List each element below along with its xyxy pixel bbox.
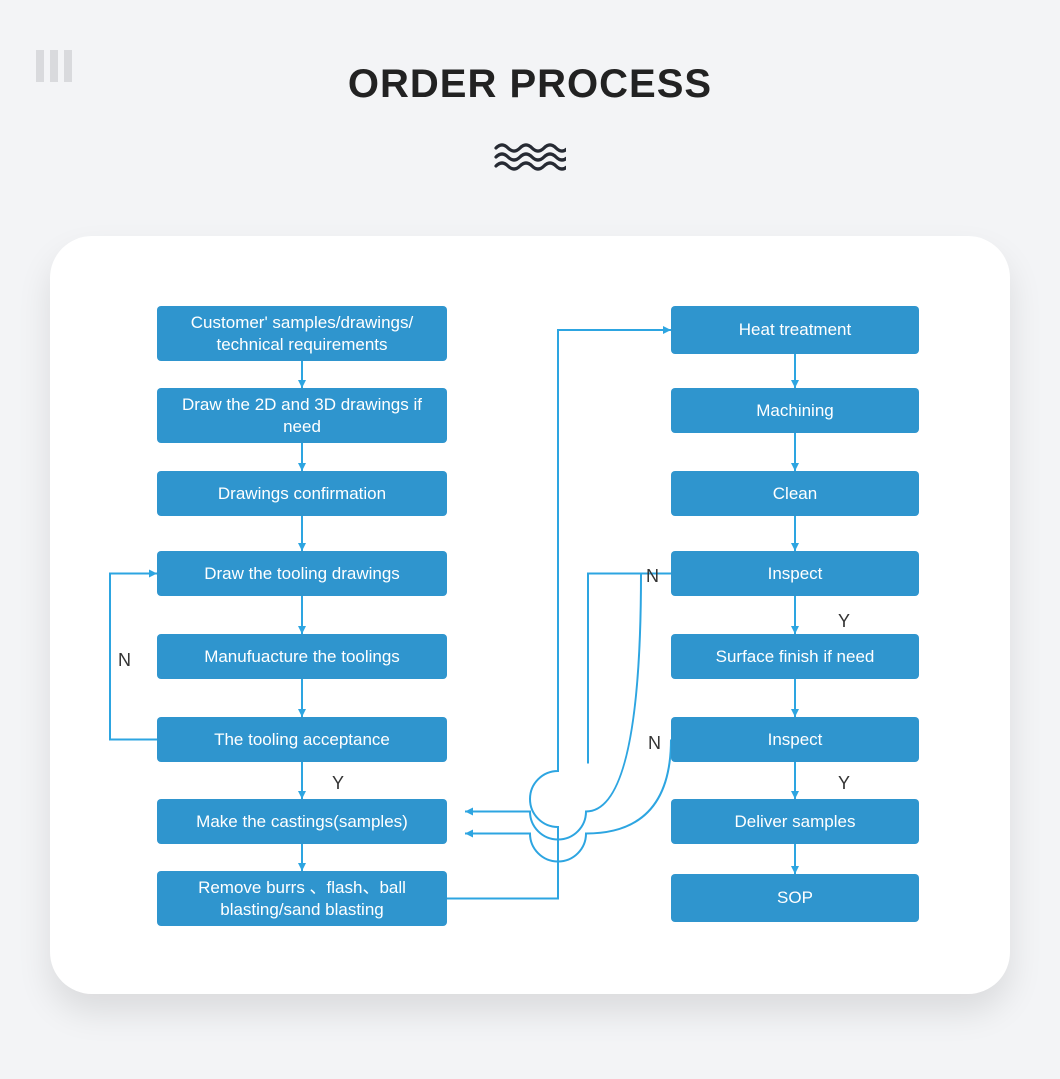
flow-node-n6: The tooling acceptance bbox=[157, 717, 447, 762]
edge-label: N bbox=[118, 650, 131, 671]
order-process-flowchart: Customer' samples/drawings/technical req… bbox=[50, 236, 1010, 994]
flow-node-n8: Remove burrs 、flash、ballblasting/sand bl… bbox=[157, 871, 447, 926]
flow-node-n1: Customer' samples/drawings/technical req… bbox=[157, 306, 447, 361]
flow-node-n12: Inspect bbox=[671, 551, 919, 596]
edge-label: Y bbox=[332, 773, 344, 794]
edge-label: Y bbox=[838, 773, 850, 794]
edge-label: N bbox=[648, 733, 661, 754]
flow-node-n14: Inspect bbox=[671, 717, 919, 762]
flowchart-card: Customer' samples/drawings/technical req… bbox=[50, 236, 1010, 994]
flow-node-n10: Machining bbox=[671, 388, 919, 433]
wave-icon bbox=[0, 142, 1060, 177]
flow-node-n15: Deliver samples bbox=[671, 799, 919, 844]
flow-node-n16: SOP bbox=[671, 874, 919, 922]
flow-node-n5: Manufuacture the toolings bbox=[157, 634, 447, 679]
flow-node-n4: Draw the tooling drawings bbox=[157, 551, 447, 596]
page-title: ORDER PROCESS bbox=[0, 62, 1060, 107]
flow-node-n13: Surface finish if need bbox=[671, 634, 919, 679]
flow-node-n3: Drawings confirmation bbox=[157, 471, 447, 516]
flow-node-n7: Make the castings(samples) bbox=[157, 799, 447, 844]
flow-node-n2: Draw the 2D and 3D drawings ifneed bbox=[157, 388, 447, 443]
edge-label: Y bbox=[838, 611, 850, 632]
edge-label: N bbox=[646, 566, 659, 587]
flow-node-n11: Clean bbox=[671, 471, 919, 516]
flow-node-n9: Heat treatment bbox=[671, 306, 919, 354]
